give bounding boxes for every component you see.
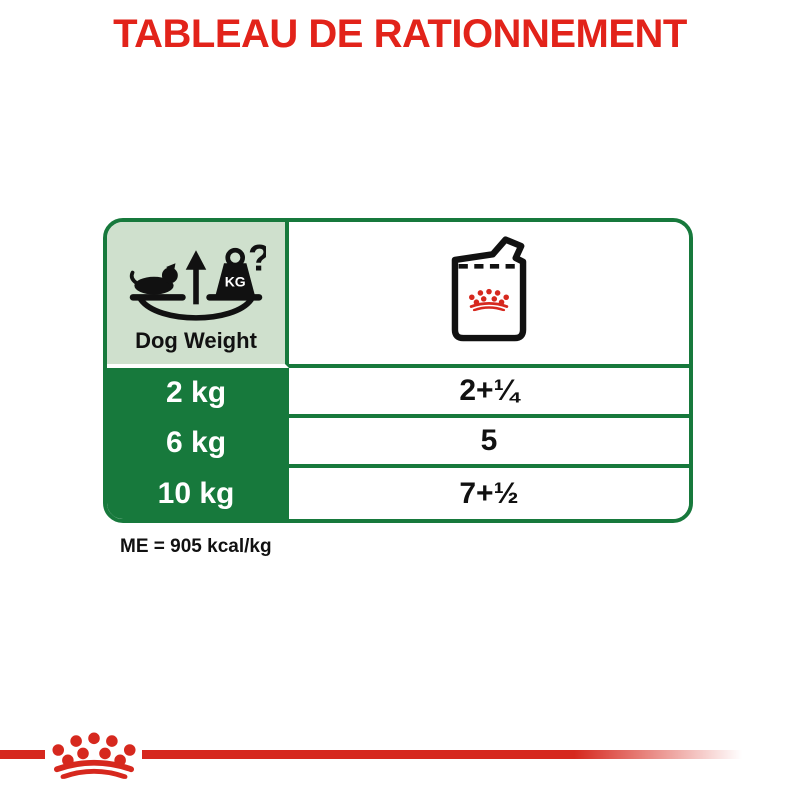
kg-weight-icon: KG [215, 247, 255, 295]
amount-cell-row2: 5 [289, 418, 689, 468]
dog-weight-label: Dog Weight [135, 328, 257, 353]
header-cell-dog-weight: KG ? Dog Weight [107, 222, 289, 368]
brand-line-right [142, 750, 742, 759]
metabolizable-energy-note: ME = 905 kcal/kg [120, 536, 272, 557]
dog-and-kg-weight-scale-icon: KG ? [129, 238, 266, 321]
dog-icon [129, 263, 178, 295]
amount-cell-row3: 7+½ [289, 468, 689, 519]
food-pouch-icon [451, 236, 527, 342]
ration-table: KG ? Dog Weight 2 kg 2+¼ 6 kg 5 10 kg 7+… [103, 218, 693, 523]
weight-cell-row2: 6 kg [107, 418, 289, 468]
weight-cell-row1: 2 kg [107, 368, 289, 418]
weight-cell-row3: 10 kg [107, 468, 289, 519]
kg-label: KG [225, 274, 246, 290]
page-title: TABLEAU DE RATIONNEMENT [113, 12, 687, 56]
royal-canin-crown-logo [50, 732, 138, 779]
amount-cell-row1: 2+¼ [289, 368, 689, 418]
header-cell-pouch [289, 222, 689, 368]
question-mark-icon: ? [248, 238, 266, 279]
brand-line-left [0, 750, 45, 759]
